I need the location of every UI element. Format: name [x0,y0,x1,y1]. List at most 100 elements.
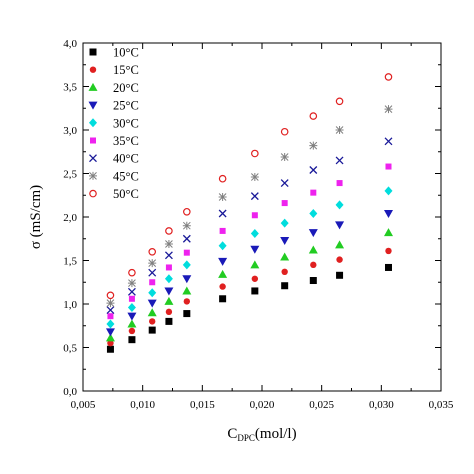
legend-label: 45°C [113,169,139,183]
legend-label: 35°C [113,134,139,148]
legend-label: 15°C [113,63,139,77]
data-point [164,296,174,305]
data-point [309,141,318,150]
data-point [250,192,259,201]
legend-marker [89,48,97,56]
legend-label: 40°C [113,152,139,166]
y-tick-label: 2,5 [63,169,77,181]
data-point [251,149,259,158]
data-point [128,295,135,302]
data-point [183,310,191,318]
data-point [165,317,173,325]
data-point [149,318,156,325]
legend-marker [90,137,96,144]
data-point [147,299,157,308]
data-point [106,306,115,315]
data-point [309,277,317,285]
series-35C-points [107,163,392,320]
series-15C-points [107,247,392,347]
data-point [164,287,174,296]
axis-ticks: 0,005 0,010 0,015 0,020 0,025 0,030 0,035 0,0 0,… [63,38,454,411]
data-point [250,260,260,269]
data-point [218,174,227,183]
data-point [128,327,136,335]
data-point [308,245,318,254]
data-point [335,240,345,249]
data-point [128,268,136,277]
data-point [280,127,289,136]
data-point [219,227,226,234]
y-tick-label: 3,0 [63,125,77,137]
data-point [106,319,115,329]
x-tick-label: 0,025 [309,399,334,411]
data-point [148,326,156,334]
legend-marker [89,189,97,198]
plot-frame [82,42,442,392]
series-30C-points [106,186,393,329]
legend-marker [88,101,98,110]
data-point [219,295,227,303]
series-50C-points [106,73,393,300]
data-point [280,152,289,161]
data-point [280,252,290,261]
data-point [165,308,173,316]
data-point [251,212,258,219]
data-point [281,268,288,276]
data-point [182,221,191,230]
data-point [183,298,191,305]
y-tick-label: 2,0 [63,212,77,224]
data-point [218,269,228,278]
data-point [148,259,157,268]
data-point [384,263,392,271]
x-tick-label: 0,015 [190,399,215,411]
x-tick-label: 0,005 [71,399,96,411]
legend-marker [89,66,97,73]
data-point [106,299,115,308]
data-point [335,221,345,230]
data-point [280,236,290,245]
legend-label: 20°C [113,81,139,95]
x-tick-label: 0,020 [250,399,275,411]
data-point [310,189,317,196]
data-point [148,268,157,277]
data-point [280,218,289,228]
data-point [250,172,259,181]
y-tick-label: 4,0 [63,38,77,50]
x-tick-label: 0,030 [369,399,394,411]
data-point [336,271,344,279]
data-point [281,282,289,290]
data-point [127,312,137,321]
legend-label: 30°C [113,116,139,130]
y-tick-label: 1,0 [63,299,77,311]
data-point [384,137,393,146]
data-point [183,249,190,256]
x-tick-label: 0,010 [130,399,155,411]
data-point [183,207,191,216]
data-point [218,241,227,251]
data-point [182,260,191,270]
data-point [250,245,260,254]
data-point [107,313,114,320]
data-point [127,302,136,312]
data-point [384,105,393,114]
series-45C-points [106,105,393,308]
legend-marker [89,171,97,180]
data-point [127,319,137,328]
data-point [164,239,173,248]
x-axis-title-main: C [227,426,237,442]
data-point [250,229,259,239]
data-point [336,180,343,187]
data-point [106,291,115,300]
legend: 10°C 15°C 20°C 25°C 30°C 35°C 40°C 45°C 50°C [88,46,139,201]
legend-marker [89,154,97,163]
data-point [310,261,317,269]
data-point [218,192,227,201]
data-point [251,287,259,295]
data-point [148,248,157,256]
data-point [280,179,289,188]
data-point [309,112,318,120]
data-point [251,275,259,282]
legend-marker [89,118,97,128]
data-point [107,339,114,347]
series-25C-points [105,210,393,337]
